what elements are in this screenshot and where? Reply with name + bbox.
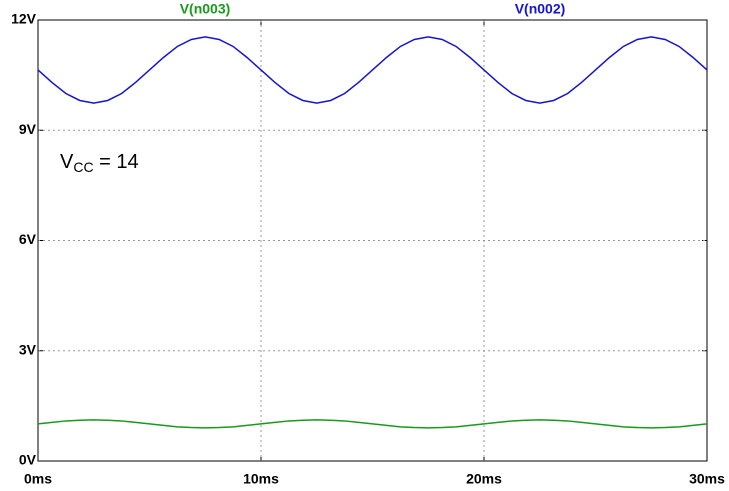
y-tick-label: 9V — [19, 121, 37, 137]
series-line — [37, 419, 708, 429]
x-tick-label: 10ms — [243, 471, 279, 487]
x-tick-label: 30ms — [689, 471, 725, 487]
y-tick-label: 3V — [19, 341, 37, 357]
series-line — [37, 36, 708, 104]
legend-entry: V(n003) — [180, 1, 231, 17]
annotation-main: V — [60, 151, 74, 173]
annotation-suffix: = 14 — [94, 151, 139, 173]
annotation: VCC = 14 — [60, 151, 139, 174]
y-tick-label: 12V — [11, 11, 37, 27]
x-tick-label: 20ms — [466, 471, 502, 487]
plot-frame — [37, 19, 708, 462]
legend-entry: V(n002) — [515, 1, 566, 17]
annotation-subscript: CC — [73, 159, 93, 175]
x-tick-label: 0ms — [24, 471, 52, 487]
y-tick-label: 6V — [19, 231, 37, 247]
y-tick-label: 0V — [19, 452, 37, 468]
